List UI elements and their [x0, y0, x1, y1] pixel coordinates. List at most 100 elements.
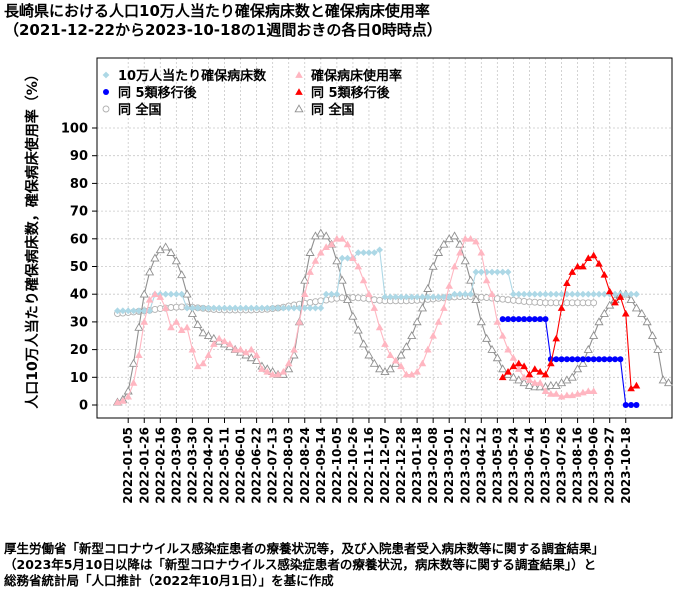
- data-point: [637, 308, 647, 317]
- y-axis-label: 人口10万人当たり確保病床数，確保病床使用率（%）: [24, 67, 41, 409]
- data-point: [605, 287, 614, 295]
- data-point: [139, 289, 149, 298]
- data-point: [612, 356, 619, 363]
- data-point: [337, 275, 347, 284]
- data-point: [557, 304, 566, 311]
- data-point: [493, 318, 502, 325]
- data-point: [451, 290, 458, 298]
- x-tick-label: 2022-01-26: [137, 427, 151, 504]
- data-point: [515, 316, 522, 323]
- x-tick-label: 2023-05-03: [490, 427, 504, 504]
- data-point: [573, 364, 583, 373]
- data-point: [531, 316, 538, 323]
- series-usage: [113, 235, 598, 406]
- y-tick-label: 40: [70, 288, 88, 303]
- data-point: [386, 293, 394, 301]
- data-point: [536, 290, 544, 298]
- data-point: [189, 304, 196, 312]
- data-point: [589, 387, 598, 394]
- legend-item-usage_national: 同 全国: [294, 102, 355, 118]
- data-point: [221, 304, 228, 312]
- data-point: [375, 364, 385, 373]
- data-point: [322, 243, 330, 250]
- data-point: [584, 290, 592, 298]
- data-point: [140, 318, 149, 325]
- data-point: [428, 261, 438, 270]
- x-tick-label: 2022-01-05: [121, 427, 135, 504]
- data-point: [482, 276, 491, 284]
- data-point: [595, 259, 603, 267]
- data-point: [145, 295, 154, 303]
- data-point: [231, 304, 239, 312]
- x-tick-label: 2022-05-11: [218, 427, 232, 504]
- data-point: [424, 293, 432, 301]
- data-point: [375, 323, 384, 331]
- data-point: [477, 248, 486, 256]
- data-point: [567, 372, 577, 381]
- data-point: [344, 254, 351, 262]
- data-point: [338, 254, 346, 262]
- data-point: [418, 359, 427, 367]
- legend-label: 同 5類移行後: [311, 85, 391, 101]
- data-point: [514, 359, 523, 367]
- data-point: [369, 358, 379, 367]
- data-point: [226, 304, 234, 312]
- chart-title: 長崎県における人口10万人当たり確保病床数と確保病床使用率 （2021-12-2…: [4, 2, 442, 40]
- data-point: [364, 350, 374, 359]
- data-point: [102, 71, 110, 79]
- data-point: [311, 257, 320, 264]
- data-point: [258, 304, 266, 312]
- y-tick-label: 30: [70, 315, 88, 330]
- x-tick-label: 2022-03-30: [185, 427, 199, 504]
- data-point: [521, 316, 528, 323]
- data-point: [504, 345, 512, 353]
- data-point: [258, 365, 266, 372]
- legend-label: 同 5類移行後: [118, 85, 198, 101]
- data-point: [124, 392, 132, 400]
- x-tick-label: 2023-04-12: [474, 427, 488, 504]
- x-tick-label: 2023-01-18: [410, 427, 424, 504]
- data-point: [338, 235, 346, 242]
- data-point: [574, 290, 581, 298]
- data-point: [531, 379, 539, 386]
- data-point: [194, 304, 202, 312]
- series-line: [502, 318, 637, 406]
- data-point: [510, 290, 517, 298]
- data-point: [300, 275, 310, 284]
- data-point: [322, 290, 330, 298]
- data-point: [499, 316, 506, 323]
- data-point: [590, 356, 597, 363]
- data-point: [296, 304, 303, 312]
- series-beds_after: [499, 316, 640, 408]
- data-point: [370, 304, 379, 311]
- data-point: [150, 253, 160, 262]
- data-point: [433, 247, 444, 256]
- data-point: [396, 350, 406, 359]
- data-point: [412, 317, 422, 326]
- x-tick-label: 2022-08-24: [298, 427, 312, 504]
- data-point: [401, 342, 411, 351]
- x-tick-label: 2023-03-01: [442, 427, 456, 504]
- data-point: [622, 290, 630, 298]
- x-tick-label: 2023-09-06: [587, 427, 601, 504]
- data-point: [498, 331, 507, 339]
- data-point: [510, 316, 517, 323]
- data-point: [177, 326, 186, 334]
- legend-item-beds_after: 同 5類移行後: [103, 85, 198, 101]
- data-point: [183, 304, 191, 312]
- data-point: [541, 370, 550, 378]
- data-point: [621, 309, 630, 317]
- data-point: [354, 262, 363, 270]
- data-point: [172, 290, 180, 298]
- data-point: [128, 358, 139, 367]
- source-line3: 総務省統計局「人口推計（2022年10月1日）」を基に作成: [4, 573, 334, 588]
- data-point: [103, 89, 109, 95]
- data-point: [274, 370, 282, 378]
- data-point: [526, 290, 533, 298]
- data-point: [359, 276, 368, 284]
- data-point: [119, 397, 127, 404]
- data-point: [600, 271, 609, 278]
- data-point: [601, 356, 608, 363]
- data-point: [596, 356, 602, 363]
- data-point: [520, 373, 528, 381]
